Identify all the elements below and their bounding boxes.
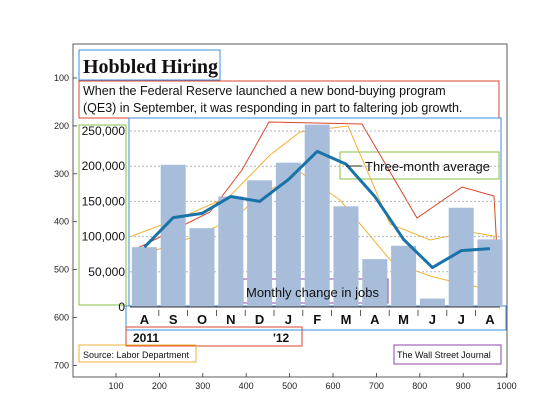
month-label: A [485,312,495,327]
y-tick-label: 200,000 [82,159,126,173]
month-label: D [255,312,264,327]
y-tick-label: 250,000 [82,124,126,138]
frame-y-tick-label: 600 [54,313,69,323]
credit-note: The Wall Street Journal [397,350,491,360]
source-note: Source: Labor Department [83,350,190,360]
credit-box [393,344,502,365]
frame-x-tick-label: 700 [369,381,384,391]
title-box [78,49,221,81]
frame-y-tick-label: 700 [54,360,69,370]
month-label: M [398,312,409,327]
frame-y-tick-label: 200 [54,121,69,131]
year-axis-box [125,326,303,347]
frame-x-ticks: 100 200 300 400 500 600 700 800 900 1000 [108,373,517,391]
y-tick-labels: 0 50,000 100,000 150,000 200,000 250,000 [82,124,126,314]
frame-x-tick-label: 600 [325,381,340,391]
frame-x-tick-label: 800 [412,381,427,391]
frame-y-ticks: 100 200 300 400 500 600 700 [54,73,77,370]
month-label: O [197,312,207,327]
month-label: J [285,312,292,327]
frame-x-tick-label: 400 [239,381,254,391]
headline: Hobbled Hiring [83,56,218,78]
bar [131,247,157,307]
orange-envelope-upper [131,125,495,286]
frame-x-tick-label: 100 [108,381,123,391]
deck-line-1: When the Federal Reserve launched a new … [83,84,446,98]
month-label: S [169,312,178,327]
bar [448,207,474,307]
frame-y-tick-label: 500 [54,265,69,275]
bar [419,298,445,307]
bar [362,259,388,307]
month-label: F [313,312,321,327]
month-label: A [370,312,380,327]
bar [391,245,417,307]
y-labels-box [78,124,127,306]
frame-y-tick-label: 300 [54,169,69,179]
legend-box [339,151,500,180]
frame-x-tick-label: 1000 [497,381,517,391]
month-label: N [226,312,235,327]
frame-y-tick-label: 100 [54,73,69,83]
bar [333,206,359,307]
frame-x-tick-label: 200 [152,381,167,391]
y-tick-label: 0 [118,300,125,314]
y-tick-label: 100,000 [82,230,126,244]
month-label: J [429,312,436,327]
frame-x-tick-label: 900 [456,381,471,391]
legend-line-label: Three-month average [365,159,490,174]
source-box [78,344,197,363]
bar [160,164,186,307]
deck-line-2: (QE3) in September, it was responding in… [83,101,462,115]
year-label-2012: '12 [273,331,290,345]
bar [189,228,215,307]
y-tick-label: 50,000 [88,265,125,279]
frame-x-tick-label: 500 [282,381,297,391]
bar-series-label: Monthly change in jobs [246,285,379,300]
bar [218,196,244,307]
month-label: J [458,312,465,327]
y-tick-label: 150,000 [82,194,126,208]
frame-x-tick-label: 300 [195,381,210,391]
three-month-average-line [143,149,491,270]
month-label: A [140,312,150,327]
frame-y-tick-label: 400 [54,217,69,227]
year-label-2011: 2011 [133,331,159,345]
month-label: M [341,312,352,327]
